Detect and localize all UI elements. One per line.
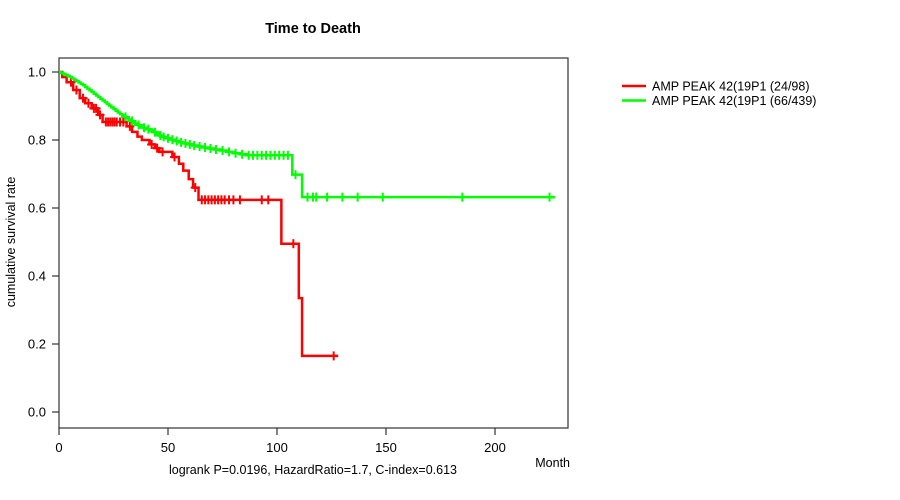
survival-curve-green [59,70,555,202]
step-curve [59,70,555,199]
legend-label: AMP PEAK 42(19P1 (66/439) [652,94,816,108]
y-tick-label: 0.0 [28,405,46,420]
statistics-annotation: logrank P=0.0196, HazardRatio=1.7, C-ind… [169,463,457,477]
x-tick-label: 150 [375,440,397,455]
x-tick-label: 200 [484,440,506,455]
y-tick-label: 0.2 [28,337,46,352]
y-tick-label: 1.0 [28,65,46,80]
y-tick-label: 0.6 [28,201,46,216]
x-tick-label: 0 [55,440,62,455]
y-axis-title: cumulative survival rate [4,177,18,308]
y-tick-label: 0.4 [28,269,46,284]
legend-label: AMP PEAK 42(19P1 (24/98) [652,80,810,94]
y-tick-label: 0.8 [28,133,46,148]
chart-title: Time to Death [265,21,361,37]
survival-curves [59,70,555,361]
x-tick-label: 100 [266,440,288,455]
x-tick-label: 50 [161,440,175,455]
y-axis: 0.0 0.2 0.4 0.6 0.8 1.0 [28,65,59,420]
x-axis: 0 50 100 150 200 [55,428,506,455]
plot-box [58,57,569,429]
legend: AMP PEAK 42(19P1 (24/98) AMP PEAK 42(19P… [622,80,816,108]
x-axis-title: Month [535,456,570,470]
survival-curve-red [59,70,339,361]
